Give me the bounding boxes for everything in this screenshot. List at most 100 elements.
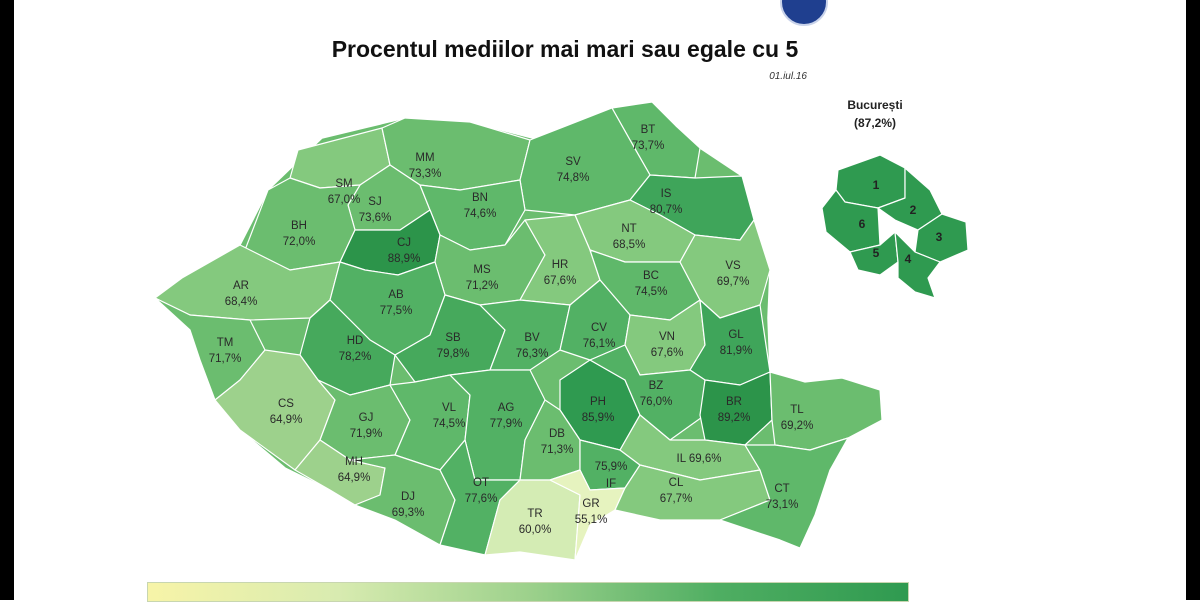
label-GL-code: GL <box>728 329 744 341</box>
bucuresti-value: (87,2%) <box>853 116 897 130</box>
label-TR-code: TR <box>527 508 542 520</box>
counties <box>154 101 883 561</box>
label-VS-code: VS <box>725 260 741 272</box>
label-SM-value: 67,0% <box>328 194 361 206</box>
label-CJ-code: CJ <box>397 237 411 249</box>
label-GL-value: 81,9% <box>720 345 753 357</box>
label-BR-value: 89,2% <box>718 412 751 424</box>
county-BZ[interactable] <box>589 344 706 441</box>
label-AR-value: 68,4% <box>225 296 258 308</box>
label-TR-value: 60,0% <box>519 524 552 536</box>
label-GJ-value: 71,9% <box>350 428 383 440</box>
label-TM-code: TM <box>217 337 234 349</box>
label-MH-code: MH <box>345 456 363 468</box>
county-CT[interactable] <box>719 437 849 549</box>
label-VN-code: VN <box>659 331 675 343</box>
county-BR[interactable] <box>699 371 773 446</box>
label-VL-code: VL <box>442 402 457 414</box>
bucuresti-sector-2[interactable] <box>877 167 943 231</box>
label-CL-value: 67,7% <box>660 493 693 505</box>
label-OT-value: 77,6% <box>465 493 498 505</box>
label-SB-value: 79,8% <box>437 348 470 360</box>
label-DB-value: 71,3% <box>541 444 574 456</box>
bucuresti-inset: 1 2 3 4 5 6 <box>821 154 969 299</box>
bucuresti-sector-5-label: 5 <box>873 246 880 260</box>
label-TM-value: 71,7% <box>209 353 242 365</box>
label-SV-value: 74,8% <box>557 172 590 184</box>
label-MM-code: MM <box>415 152 434 164</box>
label-BV-code: BV <box>524 332 540 344</box>
label-VS-value: 69,7% <box>717 276 750 288</box>
bucuresti-sector-3-label: 3 <box>936 230 943 244</box>
label-TL-value: 69,2% <box>781 420 814 432</box>
color-scale-legend <box>147 582 909 602</box>
bucuresti-sector-1-label: 1 <box>873 178 880 192</box>
bucuresti-sector-4-label: 4 <box>905 252 912 266</box>
label-OT-code: OT <box>473 477 489 489</box>
label-PH-code: PH <box>590 396 606 408</box>
label-HD-code: HD <box>347 335 364 347</box>
label-CS-code: CS <box>278 398 294 410</box>
label-BC-code: BC <box>643 270 659 282</box>
label-BZ-value: 76,0% <box>640 396 673 408</box>
label-MM-value: 73,3% <box>409 168 442 180</box>
label-BN-code: BN <box>472 192 488 204</box>
label-CV-value: 76,1% <box>583 338 616 350</box>
label-BH-value: 72,0% <box>283 236 316 248</box>
label-CL-code: CL <box>669 477 684 489</box>
label-VN-value: 67,6% <box>651 347 684 359</box>
bucuresti-sector-2-label: 2 <box>910 203 917 217</box>
label-BH-code: BH <box>291 220 307 232</box>
label-IF-value: 75,9% <box>595 461 628 473</box>
label-IL: IL 69,6% <box>677 453 722 465</box>
label-CT-value: 73,1% <box>766 499 799 511</box>
label-DJ-value: 69,3% <box>392 507 425 519</box>
label-SJ-value: 73,6% <box>359 212 392 224</box>
label-MS-value: 71,2% <box>466 280 499 292</box>
label-BT-value: 73,7% <box>632 140 665 152</box>
bucuresti-sector-1[interactable] <box>835 154 906 209</box>
label-BC-value: 74,5% <box>635 286 668 298</box>
label-AG-code: AG <box>498 402 515 414</box>
label-CT-code: CT <box>774 483 789 495</box>
label-BT-code: BT <box>641 124 656 136</box>
county-DJ[interactable] <box>349 454 456 546</box>
label-IS-code: IS <box>661 188 672 200</box>
label-VL-value: 74,5% <box>433 418 466 430</box>
label-SJ-code: SJ <box>368 196 381 208</box>
label-HD-value: 78,2% <box>339 351 372 363</box>
label-DB-code: DB <box>549 428 565 440</box>
county-TL[interactable] <box>769 371 883 451</box>
label-GR-code: GR <box>582 498 599 510</box>
label-DJ-code: DJ <box>401 491 415 503</box>
label-GJ-code: GJ <box>359 412 374 424</box>
map-date: 01.iul.16 <box>769 71 807 82</box>
label-AR-code: AR <box>233 280 249 292</box>
label-IS-value: 80,7% <box>650 204 683 216</box>
label-MH-value: 64,9% <box>338 472 371 484</box>
map-title: Procentul mediilor mai mari sau egale cu… <box>331 36 799 62</box>
label-AB-value: 77,5% <box>380 305 413 317</box>
label-BZ-code: BZ <box>649 380 664 392</box>
label-AG-value: 77,9% <box>490 418 523 430</box>
label-CS-value: 64,9% <box>270 414 303 426</box>
bucuresti-sector-6-label: 6 <box>859 217 866 231</box>
label-NT-code: NT <box>621 223 636 235</box>
label-BN-value: 74,6% <box>464 208 497 220</box>
left-frame-border <box>0 0 14 600</box>
label-HR-value: 67,6% <box>544 275 577 287</box>
label-MS-code: MS <box>473 264 491 276</box>
bucuresti-sector-4[interactable] <box>894 231 941 299</box>
bucuresti-name: București <box>847 98 903 112</box>
county-labels: SM 67,0% MM 73,3% BT 73,7% SV 74,8% SJ 7… <box>209 124 814 536</box>
label-SM-code: SM <box>335 178 352 190</box>
label-PH-value: 85,9% <box>582 412 615 424</box>
label-SB-code: SB <box>445 332 461 344</box>
label-HR-code: HR <box>552 259 569 271</box>
label-CJ-value: 88,9% <box>388 253 421 265</box>
county-BV[interactable] <box>479 299 571 371</box>
label-AB-code: AB <box>388 289 404 301</box>
label-NT-value: 68,5% <box>613 239 646 251</box>
label-CV-code: CV <box>591 322 607 334</box>
